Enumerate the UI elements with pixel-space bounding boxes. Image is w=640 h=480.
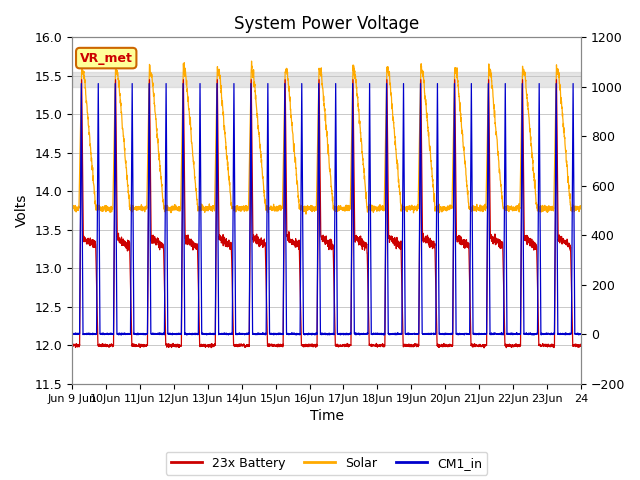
Y-axis label: Volts: Volts [15, 194, 29, 228]
Legend: 23x Battery, Solar, CM1_in: 23x Battery, Solar, CM1_in [166, 452, 488, 475]
Bar [72, 72, 581, 87]
Text: VR_met: VR_met [80, 51, 132, 65]
Title: System Power Voltage: System Power Voltage [234, 15, 419, 33]
X-axis label: Time: Time [310, 409, 344, 423]
